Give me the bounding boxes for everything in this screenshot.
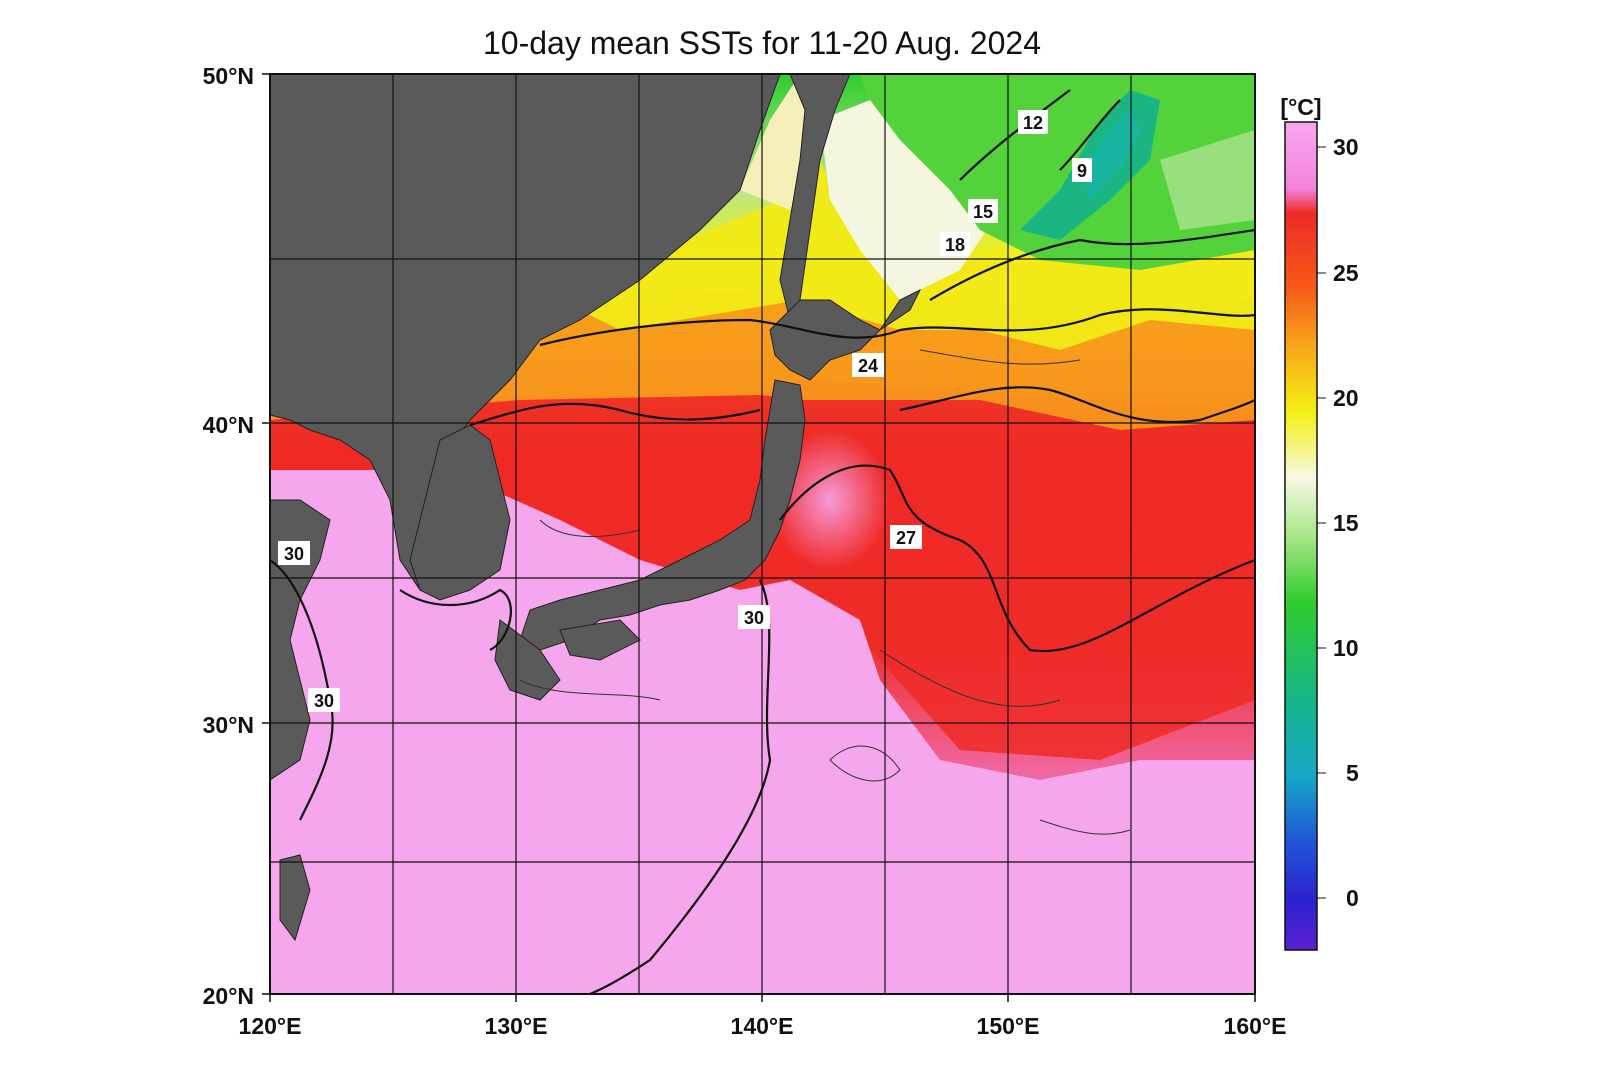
china-east-coast: [270, 499, 331, 781]
lon-label-160e: 160°E: [1224, 1013, 1287, 1039]
colorbar: [°C] 30 25 20 15 10 5 0: [1280, 94, 1359, 951]
hokkaido-island: [769, 299, 881, 381]
land-masses: [270, 74, 922, 942]
isotherm-30-korea: [399, 588, 512, 651]
pale-green-patch: [1160, 130, 1255, 230]
contour-label-box: [890, 525, 922, 549]
contour-label-27: 27: [896, 528, 916, 548]
lon-label-150e: 150°E: [977, 1013, 1040, 1039]
contour-label-box: [278, 541, 310, 565]
korean-peninsula: [409, 424, 511, 601]
minor-isotherm: [879, 649, 1061, 707]
kyushu-island: [494, 619, 561, 701]
contour-label-box: [308, 688, 340, 712]
lat-label-20n: 20°N: [203, 983, 254, 1009]
isotherm-12: [959, 89, 1071, 181]
minor-isotherm: [919, 349, 1081, 365]
isotherm-26: [899, 386, 1255, 424]
contour-label-12: 12: [1023, 113, 1043, 133]
isotherm-9: [1059, 99, 1121, 171]
contour-label-box: [940, 232, 970, 256]
isotherm-30-east: [589, 579, 772, 994]
contour-label-box: [968, 199, 998, 223]
contour-label-24: 24: [858, 356, 878, 376]
colorbar-tick-5: 5: [1346, 760, 1359, 786]
chart-title: 10-day mean SSTs for 11-20 Aug. 2024: [483, 25, 1041, 61]
minor-isotherms: [519, 349, 1131, 835]
contour-label-box: [1018, 110, 1048, 134]
minor-isotherm: [539, 519, 641, 537]
contour-label-30-west: 30: [284, 544, 304, 564]
lat-label-30n: 30°N: [203, 712, 254, 738]
kuril-islands: [879, 288, 922, 331]
lon-label-140e: 140°E: [731, 1013, 794, 1039]
contour-labels: 12 9 15 18 24 27 30 30 30: [278, 110, 1092, 712]
isotherm-20: [929, 228, 1255, 301]
colorbar-unit: [°C]: [1280, 94, 1321, 120]
lat-label-50n: 50°N: [203, 63, 254, 89]
isotherm-27-west: [469, 402, 761, 427]
lon-label-130e: 130°E: [485, 1013, 548, 1039]
shikoku-island: [559, 619, 641, 661]
minor-isotherm: [1039, 819, 1131, 835]
axis-ticks: [262, 73, 1256, 1002]
contour-label-box: [1072, 158, 1092, 182]
isotherm-contours: [270, 89, 1255, 994]
contour-label-15: 15: [973, 202, 993, 222]
contour-label-30-china: 30: [314, 691, 334, 711]
contour-label-30-south: 30: [744, 608, 764, 628]
colorbar-ticks: [1317, 146, 1326, 899]
colorbar-gradient: [1284, 121, 1318, 951]
contour-label-box: [738, 605, 770, 629]
coldest-teal-core: [1080, 110, 1140, 200]
contour-label-box: [852, 353, 884, 377]
taiwan-island: [279, 854, 311, 942]
lat-label-40n: 40°N: [203, 412, 254, 438]
yellow-band: [560, 160, 1255, 350]
colorbar-tick-15: 15: [1333, 510, 1359, 536]
lon-label-120e: 120°E: [239, 1013, 302, 1039]
colorbar-tick-30: 30: [1333, 134, 1359, 160]
minor-isotherm: [519, 679, 661, 701]
cool-green-region: [860, 74, 1255, 270]
isotherm-27-east: [779, 464, 1255, 653]
colorbar-tick-0: 0: [1346, 885, 1359, 911]
colorbar-tick-20: 20: [1333, 385, 1359, 411]
graticule: [270, 74, 1255, 994]
colorbar-tick-10: 10: [1333, 635, 1359, 661]
colorbar-tick-25: 25: [1333, 260, 1359, 286]
contour-label-18: 18: [945, 235, 965, 255]
minor-isotherm: [829, 745, 901, 782]
contour-label-9: 9: [1077, 161, 1087, 181]
isotherm-24: [539, 308, 1255, 347]
